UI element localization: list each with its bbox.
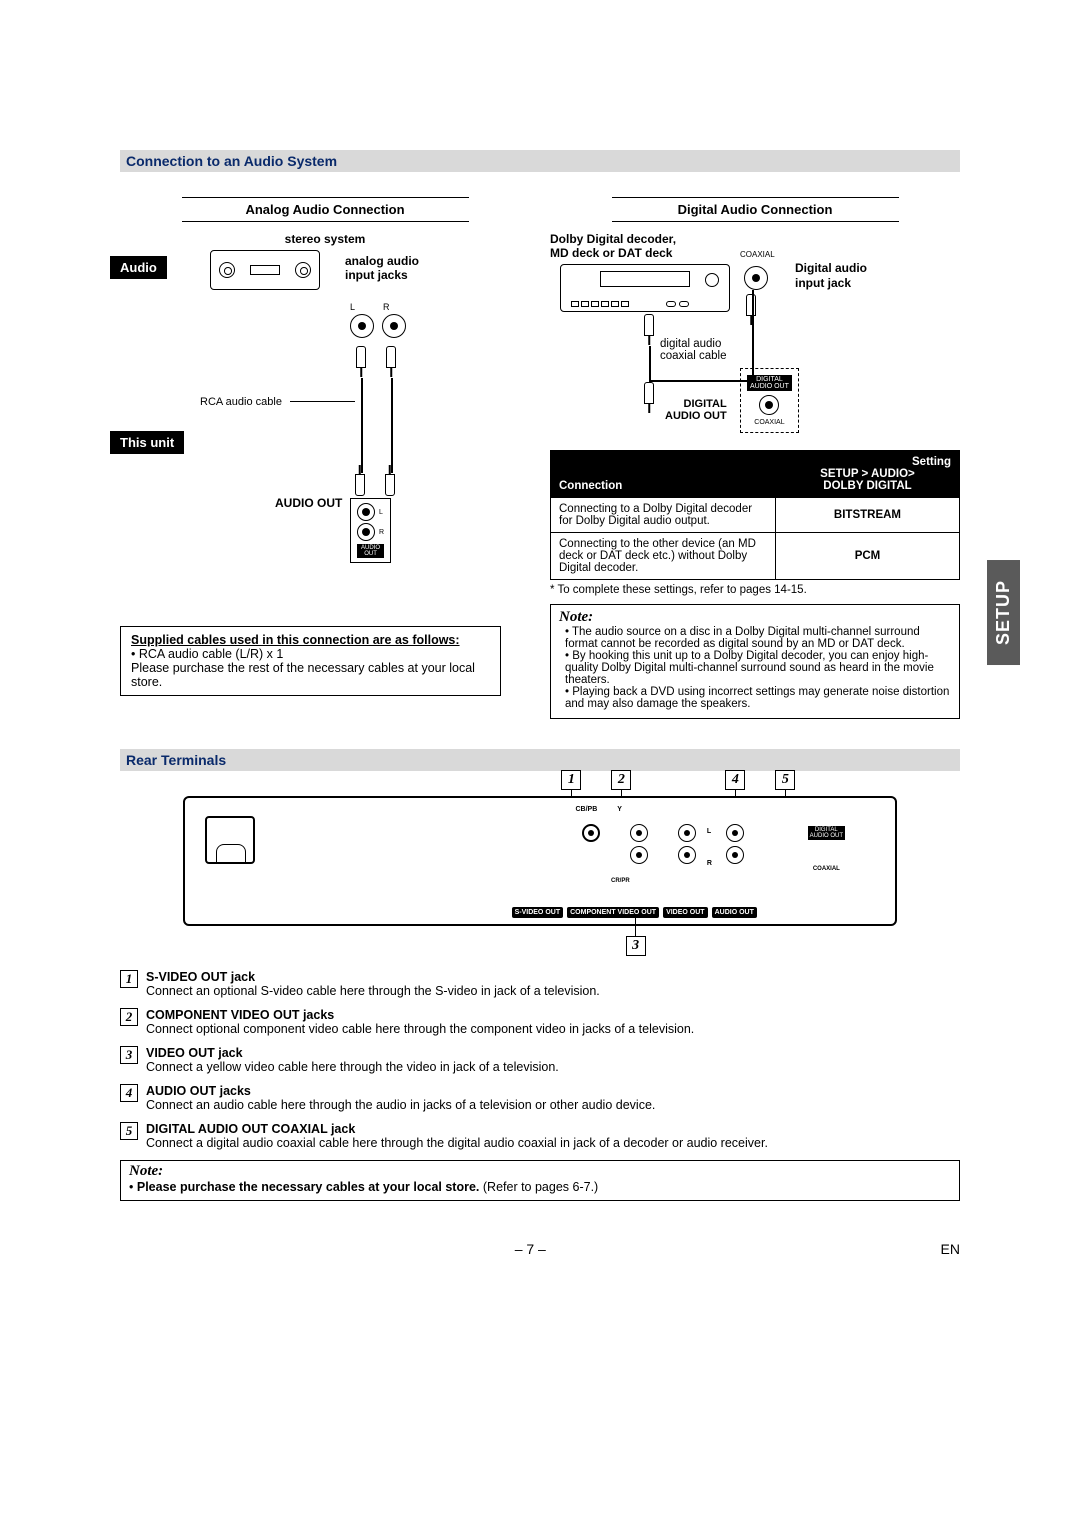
power-cord-slot — [205, 816, 255, 864]
settings-table: Connection Setting SETUP > AUDIO>DOLBY D… — [550, 450, 960, 580]
rear-jacks-grid — [576, 824, 750, 864]
section-header-rear: Rear Terminals — [120, 749, 960, 771]
callout-3: 3 — [626, 936, 646, 956]
coaxial-jack — [744, 266, 768, 290]
this-unit-badge: This unit — [110, 431, 184, 454]
note-box-2: Note: • Please purchase the necessary ca… — [120, 1160, 960, 1201]
analog-column: Analog Audio Connection stereo system Au… — [120, 197, 530, 719]
language-code: EN — [941, 1241, 960, 1257]
coax-cable-label: digital audiocoaxial cable — [660, 338, 726, 362]
page-footer: – 7 – EN — [120, 1241, 960, 1257]
supplied-cables-box: Supplied cables used in this connection … — [120, 626, 501, 696]
analog-input-jacks-label: analog audio input jacks — [345, 254, 419, 282]
rca-jack — [382, 314, 406, 338]
note-box-1: Note: The audio source on a disc in a Do… — [550, 604, 960, 719]
rca-cable-label: RCA audio cable — [200, 396, 282, 408]
audio-badge: Audio — [110, 256, 167, 279]
rear-panel-box: CB/PB Y DIGITALAUDIO OUT COAXIAL L R CR/… — [183, 796, 897, 926]
audio-jack-r — [726, 846, 744, 864]
table-row: Connecting to a Dolby Digital decoder fo… — [551, 498, 776, 533]
stereo-system-label: stereo system — [120, 232, 530, 246]
terminal-item: 4 AUDIO OUT jacksConnect an audio cable … — [120, 1084, 960, 1112]
coax-plug-icon — [644, 382, 654, 404]
callout-2: 2 — [611, 770, 631, 790]
th-connection: Connection — [551, 451, 776, 498]
table-value-bitstream: BITSTREAM — [775, 498, 959, 533]
side-tab-setup: SETUP — [987, 560, 1020, 665]
coax-out-jack — [759, 395, 779, 415]
table-value-pcm: PCM — [775, 533, 959, 580]
speaker-icon — [295, 262, 311, 278]
rca-plug-icon — [355, 474, 365, 496]
audio-out-label: AUDIO OUT — [275, 496, 342, 510]
digital-audio-out-label: DIGITALAUDIO OUT — [665, 398, 727, 422]
video-jack — [678, 846, 696, 864]
terminal-item: 1 S-VIDEO OUT jackConnect an optional S-… — [120, 970, 960, 998]
coax-jack — [817, 844, 835, 862]
section-header-connection: Connection to an Audio System — [120, 150, 960, 172]
digital-diagram: COAXIAL Digital audioinput jack digital … — [550, 260, 960, 450]
th-setting: Setting — [775, 451, 959, 469]
terminal-item: 3 VIDEO OUT jackConnect a yellow video c… — [120, 1046, 960, 1074]
component-jack — [630, 846, 648, 864]
table-footnote: * To complete these settings, refer to p… — [550, 584, 960, 596]
component-jack — [678, 824, 696, 842]
terminal-item: 5 DIGITAL AUDIO OUT COAXIAL jackConnect … — [120, 1122, 960, 1150]
digital-column: Digital Audio Connection Dolby Digital d… — [550, 197, 960, 719]
callout-5: 5 — [775, 770, 795, 790]
rear-diagram: 1 2 4 5 CB/PB Y DIGITALAUDIO OUT COAXIAL… — [183, 796, 897, 926]
stereo-box — [210, 250, 320, 290]
audio-jack-l — [726, 824, 744, 842]
rca-jack — [350, 314, 374, 338]
rca-plug-icon — [385, 474, 395, 496]
digital-input-jack-label: Digital audioinput jack — [795, 260, 867, 290]
analog-diagram: Audio analog audio input jacks LR — [120, 246, 530, 606]
digital-out-panel: DIGITALAUDIO OUT COAXIAL — [808, 826, 845, 872]
analog-header: Analog Audio Connection — [182, 197, 469, 222]
rca-plug-icon — [386, 346, 396, 368]
page-number: – 7 – — [515, 1241, 546, 1257]
digital-out-dashed-box: DIGITALAUDIO OUT COAXIAL — [740, 368, 799, 433]
callout-1: 1 — [561, 770, 581, 790]
terminal-list: 1 S-VIDEO OUT jackConnect an optional S-… — [120, 970, 960, 1150]
coax-plug-icon — [644, 314, 654, 336]
coaxial-tiny-label: COAXIAL — [740, 250, 775, 259]
component-jack — [630, 824, 648, 842]
callout-4: 4 — [725, 770, 745, 790]
terminal-item: 2 COMPONENT VIDEO OUT jacksConnect optio… — [120, 1008, 960, 1036]
table-row: Connecting to the other device (an MD de… — [551, 533, 776, 580]
coax-plug-icon — [746, 294, 756, 316]
th-setup-path: SETUP > AUDIO>DOLBY DIGITAL — [775, 468, 959, 498]
connection-columns: Analog Audio Connection stereo system Au… — [120, 197, 960, 719]
svideo-jack — [582, 824, 600, 842]
digital-header: Digital Audio Connection — [612, 197, 899, 222]
speaker-icon — [219, 262, 235, 278]
rca-plug-icon — [356, 346, 366, 368]
decoder-box — [560, 264, 730, 312]
unit-audio-out-box: L R AUDIOOUT — [350, 498, 391, 563]
